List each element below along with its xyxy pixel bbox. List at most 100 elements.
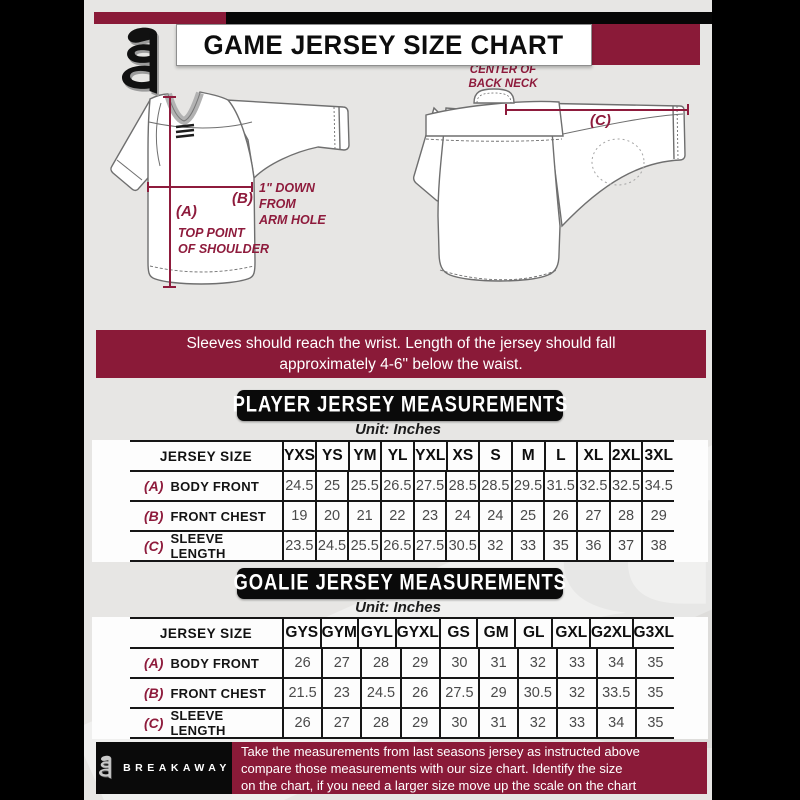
measure-value: 26 bbox=[543, 502, 576, 530]
dimension-line-c-tick-right bbox=[687, 104, 689, 115]
dimension-line-a-tick-top bbox=[163, 96, 176, 98]
measure-value: 29 bbox=[478, 679, 517, 707]
measure-value: 23 bbox=[412, 502, 446, 530]
table-row: (C) SLEEVE LENGTH 26 27 28 29 30 31 32 33 34 35 bbox=[130, 708, 674, 739]
measure-value: 38 bbox=[641, 532, 674, 560]
dimension-line-b-tick-left bbox=[147, 182, 149, 192]
measure-value: 25 bbox=[510, 502, 544, 530]
dimension-line-a-tick-bottom bbox=[163, 286, 176, 288]
measure-value: 30 bbox=[438, 709, 478, 737]
column-header-jersey-size: JERSEY SIZE bbox=[159, 448, 253, 464]
measure-key: (B) bbox=[144, 508, 164, 524]
measure-value: 35 bbox=[634, 709, 674, 737]
measure-value: 32 bbox=[478, 532, 511, 560]
front-jersey-diagram bbox=[110, 91, 350, 285]
measure-value: 27.5 bbox=[438, 679, 478, 707]
player-unit-label: Unit: Inches bbox=[355, 421, 441, 438]
measure-value: 33.5 bbox=[595, 679, 635, 707]
column-header-size: GS bbox=[438, 619, 477, 647]
label-a: (A) bbox=[176, 203, 197, 220]
measure-value: 24.5 bbox=[314, 532, 348, 560]
measure-value: 19 bbox=[282, 502, 315, 530]
measure-value: 32 bbox=[517, 709, 556, 737]
measure-value: 27.5 bbox=[412, 472, 446, 500]
measure-key: (B) bbox=[144, 685, 164, 701]
measure-value: 21.5 bbox=[282, 679, 321, 707]
row-label: (A) BODY FRONT bbox=[130, 472, 282, 500]
measure-label: SLEEVE LENGTH bbox=[170, 708, 226, 738]
column-header-size: YM bbox=[347, 442, 381, 470]
row-label: (B) FRONT CHEST bbox=[130, 502, 282, 530]
measure-value: 21 bbox=[347, 502, 380, 530]
row-label: (A) BODY FRONT bbox=[130, 649, 282, 677]
dimension-line-a bbox=[169, 97, 171, 288]
measure-value: 33 bbox=[556, 709, 595, 737]
column-header-size: GL bbox=[513, 619, 552, 647]
footer-brand-text: BREAKAWAY bbox=[123, 762, 231, 774]
goalie-section-title-text: GOALIE JERSEY MEASUREMENTS bbox=[233, 570, 567, 596]
measure-value: 29 bbox=[399, 709, 439, 737]
measure-label: SLEEVE LENGTH bbox=[170, 531, 226, 561]
table-row: (C) SLEEVE LENGTH 23.5 24.5 25.5 26.5 27.5 30.5… bbox=[130, 531, 674, 562]
measure-value: 37 bbox=[608, 532, 642, 560]
measure-value: 31.5 bbox=[543, 472, 576, 500]
column-header-size: YL bbox=[380, 442, 413, 470]
measure-key: (C) bbox=[144, 538, 164, 554]
breakaway-b-logo bbox=[121, 27, 159, 97]
measure-value: 29 bbox=[641, 502, 674, 530]
column-header-size: G3XL bbox=[631, 619, 674, 647]
column-header-size: GYL bbox=[357, 619, 395, 647]
footer-brand-box: BREAKAWAY bbox=[96, 742, 232, 794]
table-row: (A) BODY FRONT 26 27 28 29 30 31 32 33 34 35 bbox=[130, 649, 674, 679]
measure-value: 29 bbox=[399, 649, 439, 677]
measure-value: 26 bbox=[282, 649, 321, 677]
column-header-size: GYM bbox=[319, 619, 358, 647]
measure-value: 34.5 bbox=[641, 472, 674, 500]
column-header-size: S bbox=[478, 442, 511, 470]
measure-label: FRONT CHEST bbox=[170, 508, 267, 524]
measure-value: 33 bbox=[556, 649, 595, 677]
column-header-size: XS bbox=[445, 442, 479, 470]
measure-key: (A) bbox=[144, 478, 164, 494]
table-row: (A) BODY FRONT 24.5 25 25.5 26.5 27.5 28.5 28.5 2… bbox=[130, 472, 674, 502]
breakaway-b-logo-footer bbox=[99, 755, 113, 779]
column-header-size: XL bbox=[576, 442, 609, 470]
column-header-size: GM bbox=[476, 619, 514, 647]
goalie-unit-label: Unit: Inches bbox=[355, 599, 441, 616]
measure-value: 32 bbox=[556, 679, 595, 707]
table-row: (B) FRONT CHEST 19 20 21 22 23 24 24 25 26 27 28 29 bbox=[130, 502, 674, 532]
label-c: (C) bbox=[590, 112, 611, 129]
column-header-size: YS bbox=[315, 442, 348, 470]
goalie-size-table: JERSEY SIZE GYS GYM GYL GYXL GS GM GL GXL G2XL G3X… bbox=[130, 617, 674, 739]
measure-value: 22 bbox=[380, 502, 413, 530]
column-header-size: GYXL bbox=[394, 619, 439, 647]
column-header-size: YXL bbox=[412, 442, 446, 470]
column-header-size: GYS bbox=[282, 619, 320, 647]
measure-key: (A) bbox=[144, 655, 164, 671]
measure-value: 33 bbox=[510, 532, 544, 560]
measure-value: 27 bbox=[321, 649, 360, 677]
label-b: (B) bbox=[232, 190, 253, 207]
row-label: (B) FRONT CHEST bbox=[130, 679, 282, 707]
measure-value: 31 bbox=[478, 649, 517, 677]
measure-value: 34 bbox=[595, 649, 635, 677]
header-maroon-block bbox=[590, 24, 700, 65]
back-jersey-diagram bbox=[412, 88, 686, 282]
notice-text: Sleeves should reach the wrist. Length o… bbox=[186, 335, 616, 373]
dimension-line-c bbox=[505, 109, 689, 111]
measure-value: 24 bbox=[445, 502, 478, 530]
footer-note-box: Take the measurements from last seasons … bbox=[232, 742, 707, 794]
row-label: (C) SLEEVE LENGTH bbox=[130, 708, 282, 738]
header-accent-maroon bbox=[94, 12, 226, 24]
page-title: GAME JERSEY SIZE CHART bbox=[203, 29, 565, 60]
measure-value: 24.5 bbox=[360, 679, 399, 707]
label-c-caption: CENTER OF BACK NECK bbox=[468, 64, 538, 90]
measure-value: 23.5 bbox=[282, 532, 315, 560]
table-header-row: JERSEY SIZE YXS YS YM YL YXL XS S M L XL 2XL 3XL bbox=[130, 440, 674, 472]
measure-value: 27.5 bbox=[412, 532, 446, 560]
label-a-caption: TOP POINT OF SHOULDER bbox=[178, 226, 269, 256]
measure-value: 28 bbox=[360, 649, 399, 677]
dimension-line-b bbox=[147, 186, 253, 188]
table-row: (B) FRONT CHEST 21.5 23 24.5 26 27.5 29 30.5 32 33… bbox=[130, 679, 674, 709]
